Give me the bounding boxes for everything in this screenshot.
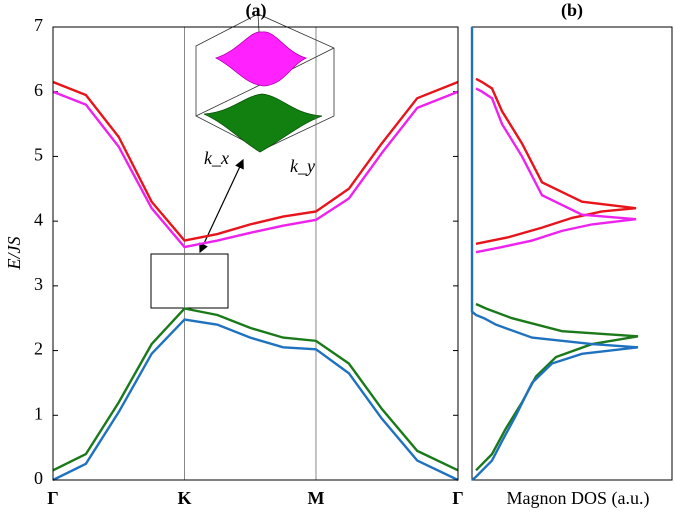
y-tick-label: 2 <box>34 339 43 359</box>
dos-line <box>475 87 637 254</box>
annotation: k_x <box>204 148 229 168</box>
y-tick-label: 6 <box>34 80 43 100</box>
y-tick-label: 5 <box>34 145 43 165</box>
panel-title: (b) <box>561 0 583 21</box>
y-tick-label: 3 <box>34 274 43 294</box>
x-axis-label: Magnon DOS (a.u.) <box>507 488 650 509</box>
x-tick-label: M <box>307 488 324 508</box>
annotation: k_y <box>290 156 315 176</box>
plot-frame <box>471 26 673 481</box>
x-tick-label: Γ <box>47 488 58 508</box>
y-tick-label: 4 <box>34 209 43 229</box>
band-line <box>52 307 459 472</box>
y-tick-label: 1 <box>34 403 43 423</box>
y-axis-label: E/JS <box>4 237 24 271</box>
dos-line <box>475 77 637 245</box>
plot-frame <box>52 26 459 481</box>
dos-line <box>475 302 639 472</box>
y-tick-label: 7 <box>34 15 43 35</box>
band-line <box>52 318 459 482</box>
band-line <box>52 90 459 249</box>
panel-title: (a) <box>246 0 267 21</box>
inset <box>195 13 335 153</box>
y-tick-label: 0 <box>34 468 43 488</box>
band-line <box>52 80 459 242</box>
x-tick-label: K <box>177 488 191 508</box>
x-tick-label: Γ <box>452 488 463 508</box>
zoom-box <box>150 253 229 309</box>
arrow <box>199 158 244 254</box>
dos-line <box>470 27 639 481</box>
